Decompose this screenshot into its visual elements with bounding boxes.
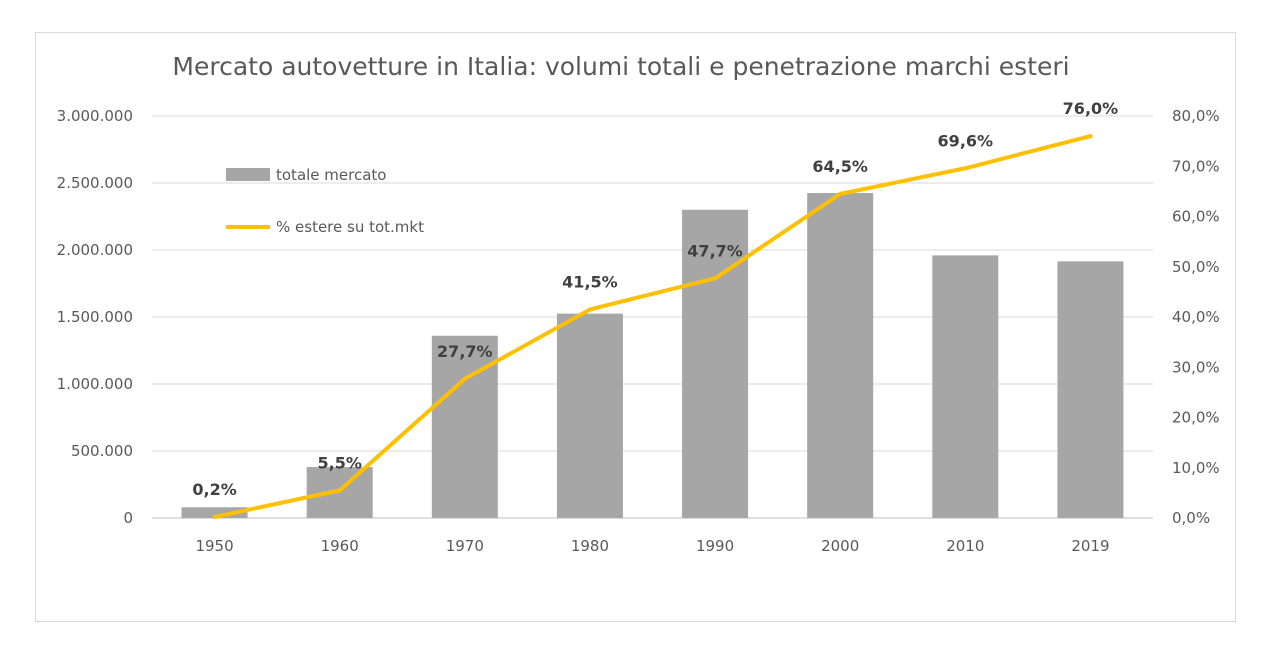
right-tick-label: 60,0%	[1172, 208, 1220, 226]
data-label: 64,5%	[812, 157, 868, 176]
data-label: 76,0%	[1063, 99, 1119, 118]
legend-bar-swatch	[226, 168, 270, 181]
left-tick-label: 500.000	[71, 442, 133, 460]
bar	[556, 313, 623, 518]
x-tick-label: 1980	[571, 537, 609, 555]
left-tick-label: 2.500.000	[57, 174, 133, 192]
right-tick-label: 80,0%	[1172, 107, 1220, 125]
bar	[306, 467, 373, 518]
left-tick-label: 1.000.000	[57, 375, 133, 393]
bar	[181, 507, 248, 518]
right-tick-label: 50,0%	[1172, 258, 1220, 276]
line-series	[212, 134, 1093, 519]
legend-line-label: % estere su tot.mkt	[276, 218, 424, 236]
data-labels: 0,2% 5,5% 27,7% 41,5% 47,7% 64,5% 69,6% 76,0%	[192, 99, 1118, 499]
line-point	[713, 276, 718, 281]
chart-frame	[35, 32, 1236, 622]
x-tick-label: 2019	[1071, 537, 1109, 555]
right-tick-label: 40,0%	[1172, 308, 1220, 326]
x-tick-label: 2000	[821, 537, 859, 555]
x-axis: 1950 1960 1970 1980 1990 2000 2010 2019	[195, 537, 1109, 555]
data-label: 5,5%	[318, 453, 362, 472]
right-tick-label: 20,0%	[1172, 409, 1220, 427]
left-tick-label: 1.500.000	[57, 308, 133, 326]
right-tick-label: 10,0%	[1172, 459, 1220, 477]
x-tick-label: 1990	[696, 537, 734, 555]
left-tick-label: 2.000.000	[57, 241, 133, 259]
line-point	[337, 488, 342, 493]
x-tick-label: 1960	[321, 537, 359, 555]
data-label: 0,2%	[192, 480, 236, 499]
data-label: 69,6%	[938, 131, 994, 150]
data-label: 47,7%	[687, 241, 743, 260]
legend: totale mercato % estere su tot.mkt	[226, 166, 424, 236]
series-line	[212, 134, 1093, 519]
data-label: 41,5%	[562, 272, 618, 291]
x-tick-label: 2010	[946, 537, 984, 555]
x-tick-label: 1950	[195, 537, 233, 555]
bar	[932, 255, 999, 519]
legend-bar-label: totale mercato	[276, 166, 386, 184]
data-label: 27,7%	[437, 342, 493, 361]
bar	[807, 193, 874, 519]
bar	[1057, 261, 1124, 518]
right-tick-label: 0,0%	[1172, 509, 1210, 527]
left-axis: 0 500.000 1.000.000 1.500.000 2.000.000 2.500…	[57, 107, 133, 527]
left-tick-label: 0	[123, 509, 133, 527]
x-tick-label: 1970	[446, 537, 484, 555]
right-tick-label: 70,0%	[1172, 157, 1220, 175]
chart-title: Mercato autovetture in Italia: volumi to…	[172, 52, 1069, 81]
line-point	[1088, 134, 1093, 139]
line-point	[212, 514, 217, 519]
left-tick-label: 3.000.000	[57, 107, 133, 125]
line-point	[462, 376, 467, 381]
line-point	[963, 166, 968, 171]
line-point	[587, 307, 592, 312]
right-tick-label: 30,0%	[1172, 358, 1220, 376]
right-axis: 0,0% 10,0% 20,0% 30,0% 40,0% 50,0% 60,0% 70,0% 8…	[1172, 107, 1220, 527]
line-point	[838, 191, 843, 196]
bar	[431, 335, 498, 518]
